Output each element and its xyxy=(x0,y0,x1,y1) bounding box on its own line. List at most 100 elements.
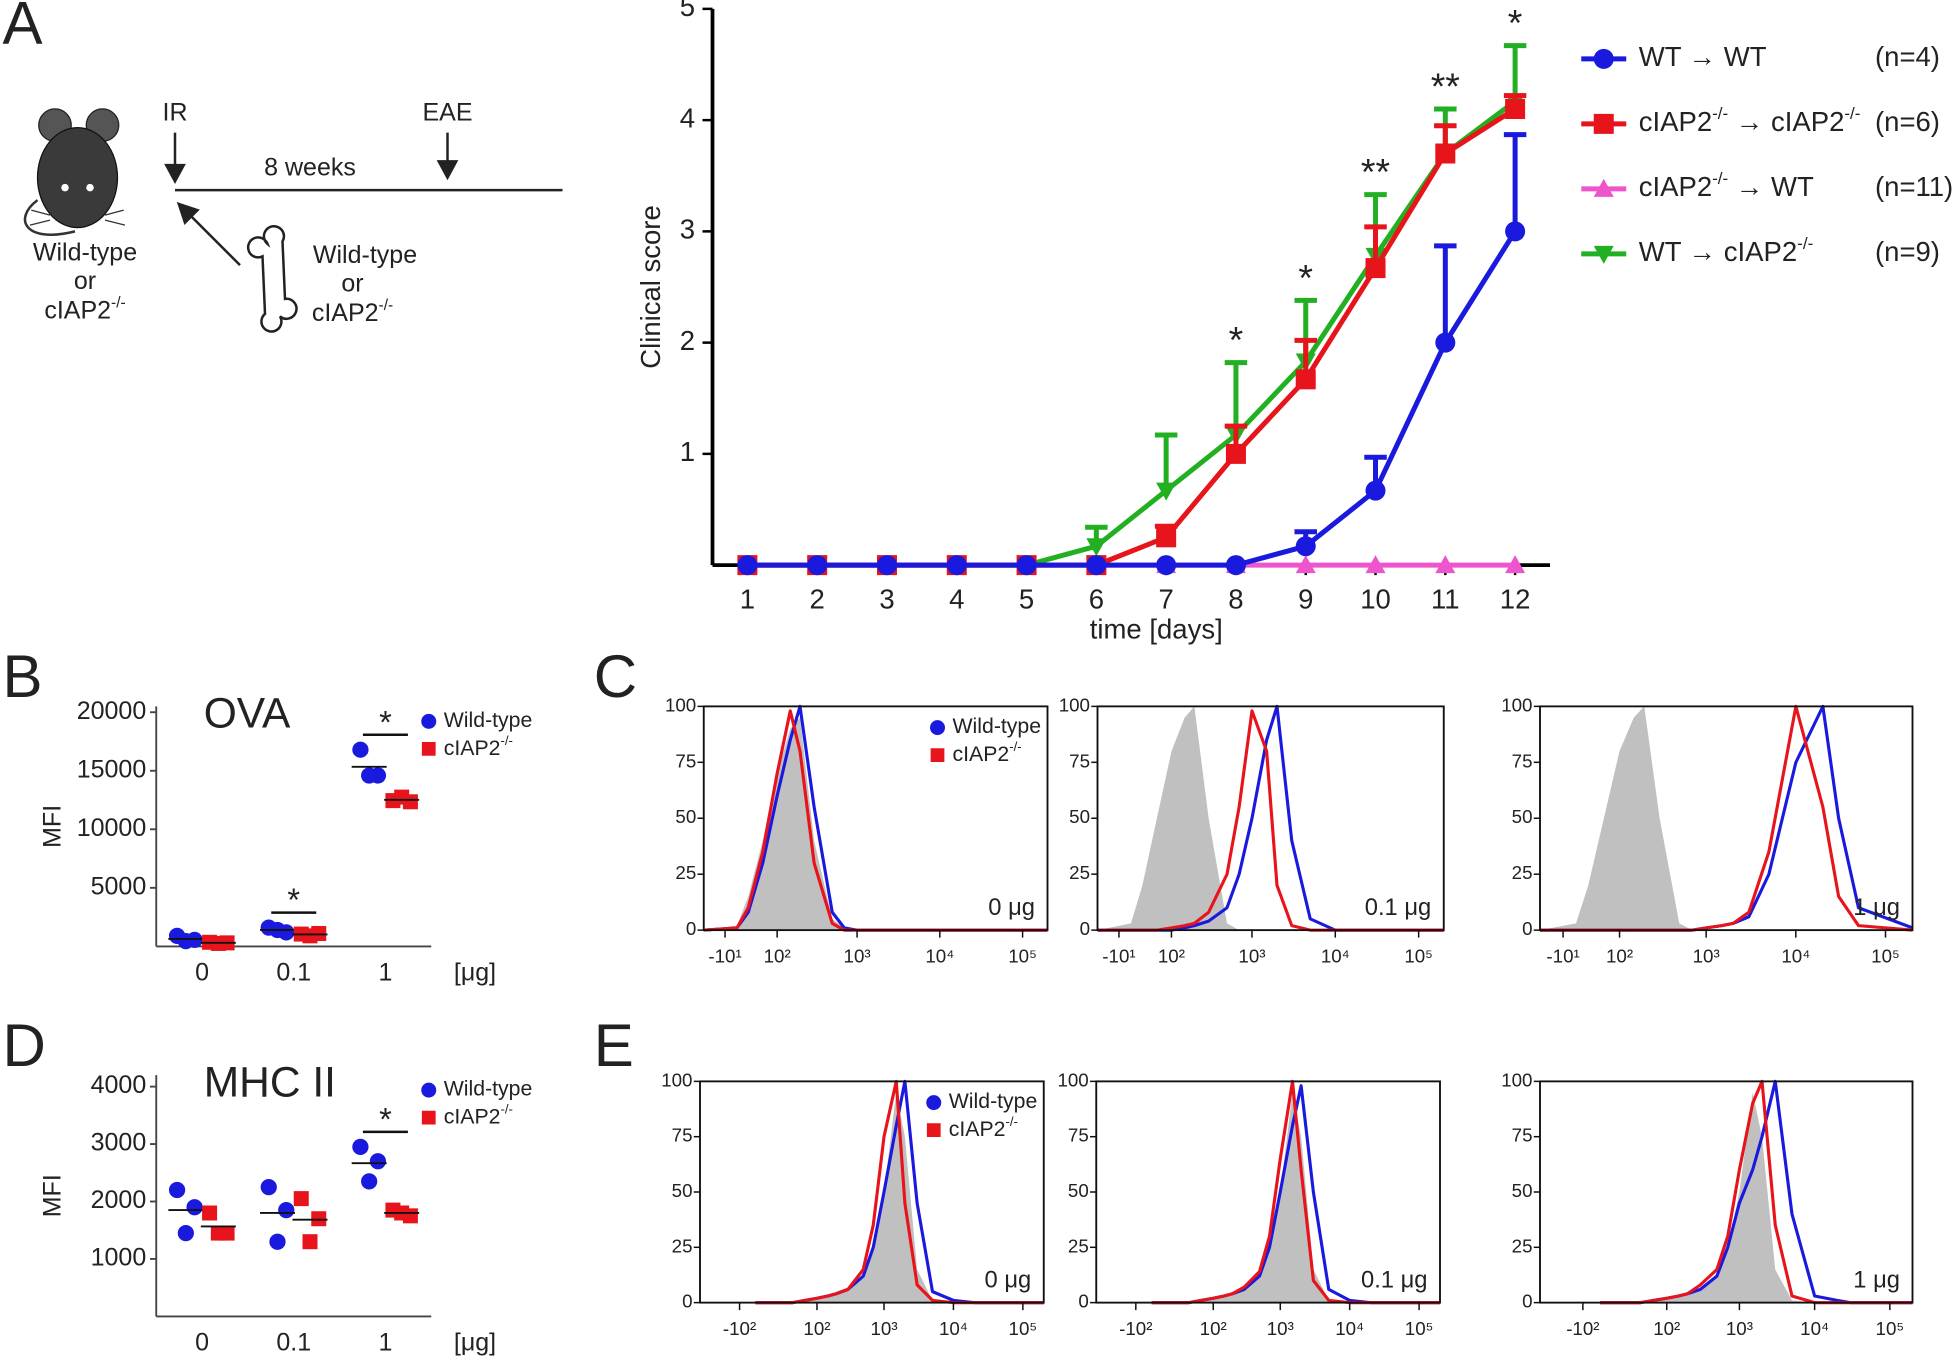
x-tick-label: 10³ xyxy=(1726,1318,1753,1339)
schematic-text: Wild-type xyxy=(33,238,137,266)
legend-marker xyxy=(1593,178,1614,197)
panel-label: C xyxy=(594,643,637,710)
legend-count: (n=11) xyxy=(1875,171,1953,202)
data-point xyxy=(1225,443,1246,464)
y-tick-label: 3 xyxy=(680,214,695,245)
y-tick-label: 25 xyxy=(1512,1235,1533,1256)
data-point xyxy=(278,1201,295,1219)
schematic-text: 8 weeks xyxy=(264,153,356,181)
data-point xyxy=(1225,555,1246,576)
x-tick-label: 10² xyxy=(1158,946,1185,967)
superscript: -/- xyxy=(1009,739,1021,754)
y-tick-label: 50 xyxy=(1068,1180,1089,1201)
x-tick-label: 8 xyxy=(1228,584,1243,615)
x-tick-label: 12 xyxy=(1500,584,1531,615)
series-line xyxy=(747,99,1517,568)
data-point xyxy=(260,1179,277,1196)
legend-label: cIAP2-/- xyxy=(953,739,1022,766)
x-tick-label: 3 xyxy=(879,584,894,615)
x-tick-label: 10 xyxy=(1360,584,1391,615)
y-tick-label: 25 xyxy=(1069,862,1090,883)
y-tick-label: 0 xyxy=(1522,1291,1532,1312)
data-point xyxy=(168,1181,186,1199)
data-point xyxy=(394,789,410,805)
y-axis-label: MFI xyxy=(38,805,66,848)
chart-title: OVA xyxy=(204,691,291,738)
data-point xyxy=(1505,99,1526,119)
x-tick-label: 1 xyxy=(378,1328,392,1356)
superscript: -/- xyxy=(1712,104,1728,123)
y-tick-label: 1 xyxy=(680,436,695,467)
text-part: cIAP2 xyxy=(444,735,501,759)
superscript: -/- xyxy=(1712,169,1728,188)
x-tick-label: 2 xyxy=(810,584,825,615)
schematic-text: IR xyxy=(163,98,188,126)
data-point xyxy=(361,767,378,784)
legend-marker xyxy=(421,742,436,756)
data-point xyxy=(737,555,758,576)
data-point xyxy=(1295,536,1316,557)
annotation: 0 μg xyxy=(985,1267,1032,1294)
data-point xyxy=(352,1138,369,1156)
x-tick-label: 10⁵ xyxy=(1871,946,1900,967)
data-point xyxy=(1295,555,1316,574)
superscript: -/- xyxy=(500,1102,512,1117)
data-point xyxy=(946,555,967,576)
x-tick-label: -10² xyxy=(723,1318,756,1339)
data-point xyxy=(202,1205,218,1221)
schematic-text: or xyxy=(74,267,96,295)
data-point xyxy=(311,1211,327,1227)
text-part: cIAP2 xyxy=(1639,171,1712,202)
chart-title: MHC II xyxy=(204,1059,336,1106)
x-tick-label: -10¹ xyxy=(1546,946,1579,967)
histogram-area xyxy=(1600,1092,1913,1303)
text-part: cIAP2 xyxy=(1639,106,1712,137)
y-tick-label: 50 xyxy=(1512,1180,1533,1201)
data-point xyxy=(186,1199,203,1216)
x-tick-label: 10² xyxy=(764,946,791,967)
x-tick-label: 10⁵ xyxy=(1008,946,1037,967)
error-bar xyxy=(1434,243,1457,343)
data-point xyxy=(1295,369,1316,390)
schematic-text: Wild-type xyxy=(313,241,417,269)
superscript: -/- xyxy=(1844,104,1860,123)
y-tick-label: 25 xyxy=(1512,862,1533,883)
text-part: cIAP2 xyxy=(953,742,1010,766)
data-point xyxy=(1505,221,1526,242)
x-tick-label: 10³ xyxy=(1267,1318,1294,1339)
annotation: 0 μg xyxy=(988,894,1035,921)
panel-label: E xyxy=(594,1012,634,1079)
significance-label: * xyxy=(287,882,300,918)
data-point xyxy=(1435,332,1456,353)
y-tick-label: 0 xyxy=(1080,918,1090,939)
data-point xyxy=(1435,143,1456,164)
text-part: → WT xyxy=(1728,171,1814,202)
legend-label: cIAP2-/- xyxy=(949,1114,1018,1141)
x-tick-label: 10⁴ xyxy=(1800,1318,1829,1339)
legend-marker xyxy=(930,748,945,762)
significance-label: * xyxy=(379,704,392,740)
data-point xyxy=(1365,555,1386,574)
legend-marker xyxy=(421,713,437,729)
legend-marker xyxy=(421,1110,436,1125)
x-tick-label: 1 xyxy=(740,584,755,615)
legend-label: WT → cIAP2-/- xyxy=(1639,234,1814,267)
y-tick-label: 75 xyxy=(1068,1125,1089,1146)
legend-label: Wild-type xyxy=(949,1089,1038,1113)
y-tick-label: 2000 xyxy=(91,1186,147,1214)
x-tick-label: 10⁵ xyxy=(1876,1318,1905,1339)
y-tick-label: 0 xyxy=(1522,918,1532,939)
significance-label: ** xyxy=(1431,65,1460,107)
y-tick-label: 75 xyxy=(1512,1125,1533,1146)
y-tick-label: 4 xyxy=(680,102,695,133)
legend-count: (n=9) xyxy=(1875,236,1940,267)
error-bar xyxy=(1503,132,1527,232)
x-tick-label: 0 xyxy=(195,958,209,986)
x-axis-label: [μg] xyxy=(454,958,496,986)
data-point xyxy=(1365,258,1386,279)
x-tick-label: 10² xyxy=(803,1318,830,1339)
significance-label: * xyxy=(1298,256,1313,298)
y-tick-label: 0 xyxy=(1078,1291,1088,1312)
